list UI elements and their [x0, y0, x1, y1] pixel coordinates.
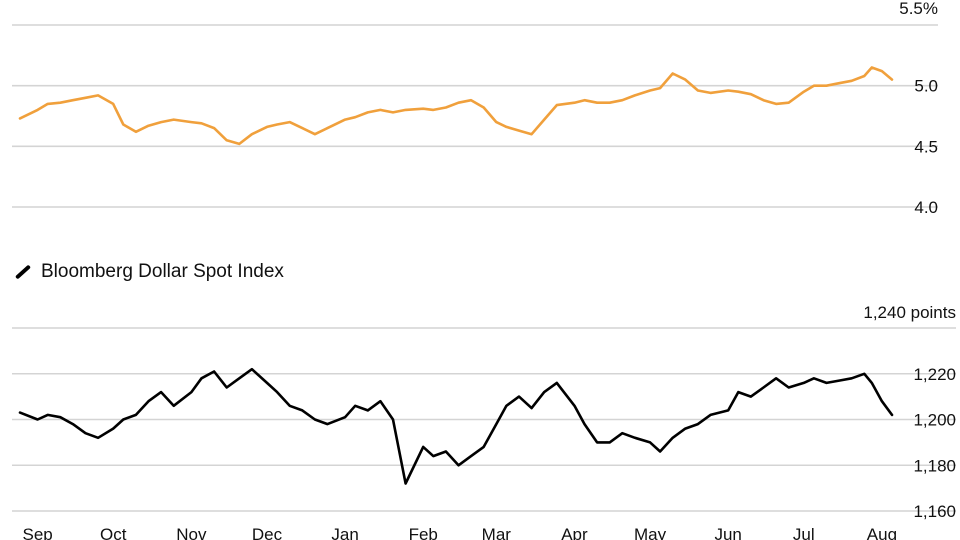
x-tick-label: May — [634, 525, 667, 540]
x-tick-label: Aug — [867, 525, 897, 540]
bottom-chart-unit-label: 1,240 points — [863, 303, 956, 322]
top-chart-unit-label: 5.5% — [899, 0, 938, 18]
x-tick-label: Jun — [714, 525, 741, 540]
x-tick-label: Feb — [409, 525, 438, 540]
dollar-index-line — [18, 367, 894, 485]
top-chart-series — [18, 66, 894, 146]
bottom-chart-gridlines — [12, 327, 956, 512]
x-tick-label: Dec — [252, 525, 283, 540]
x-axis-tick-labels: Sep Oct Nov Dec Jan Feb Mar Apr May Jun Jul Aug — [23, 525, 898, 540]
x-tick-label: Nov — [176, 525, 207, 540]
y-tick-label: 1,180 — [913, 456, 956, 475]
y-tick-label: 5.0 — [914, 77, 938, 96]
x-tick-label: Oct — [100, 525, 127, 540]
bottom-chart: 1,240 points 1,160 1,180 1,200 1,220 Sep Oct… — [12, 303, 956, 540]
y-tick-label: 4.5 — [914, 137, 938, 156]
y-tick-label: 1,220 — [913, 365, 956, 384]
legend: Bloomberg Dollar Spot Index — [14, 259, 284, 285]
legend-label: Bloomberg Dollar Spot Index — [41, 261, 284, 282]
top-chart-y-tick-labels: 4.0 4.5 5.0 — [914, 77, 938, 217]
y-tick-label: 4.0 — [914, 198, 938, 217]
bottom-chart-series — [18, 367, 894, 485]
y-tick-label: 1,160 — [913, 502, 956, 521]
x-tick-label: Jul — [793, 525, 815, 540]
legend-line-swatch — [14, 264, 32, 280]
x-tick-label: Sep — [23, 525, 53, 540]
x-tick-label: Apr — [561, 525, 588, 540]
x-tick-label: Mar — [482, 525, 512, 540]
bottom-chart-y-tick-labels: 1,160 1,180 1,200 1,220 — [913, 365, 956, 521]
top-series-line — [18, 66, 894, 146]
top-chart-gridlines — [12, 24, 938, 208]
y-tick-label: 1,200 — [913, 411, 956, 430]
x-tick-label: Jan — [331, 525, 358, 540]
top-chart: 5.5% 4.0 4.5 5.0 — [12, 0, 938, 217]
